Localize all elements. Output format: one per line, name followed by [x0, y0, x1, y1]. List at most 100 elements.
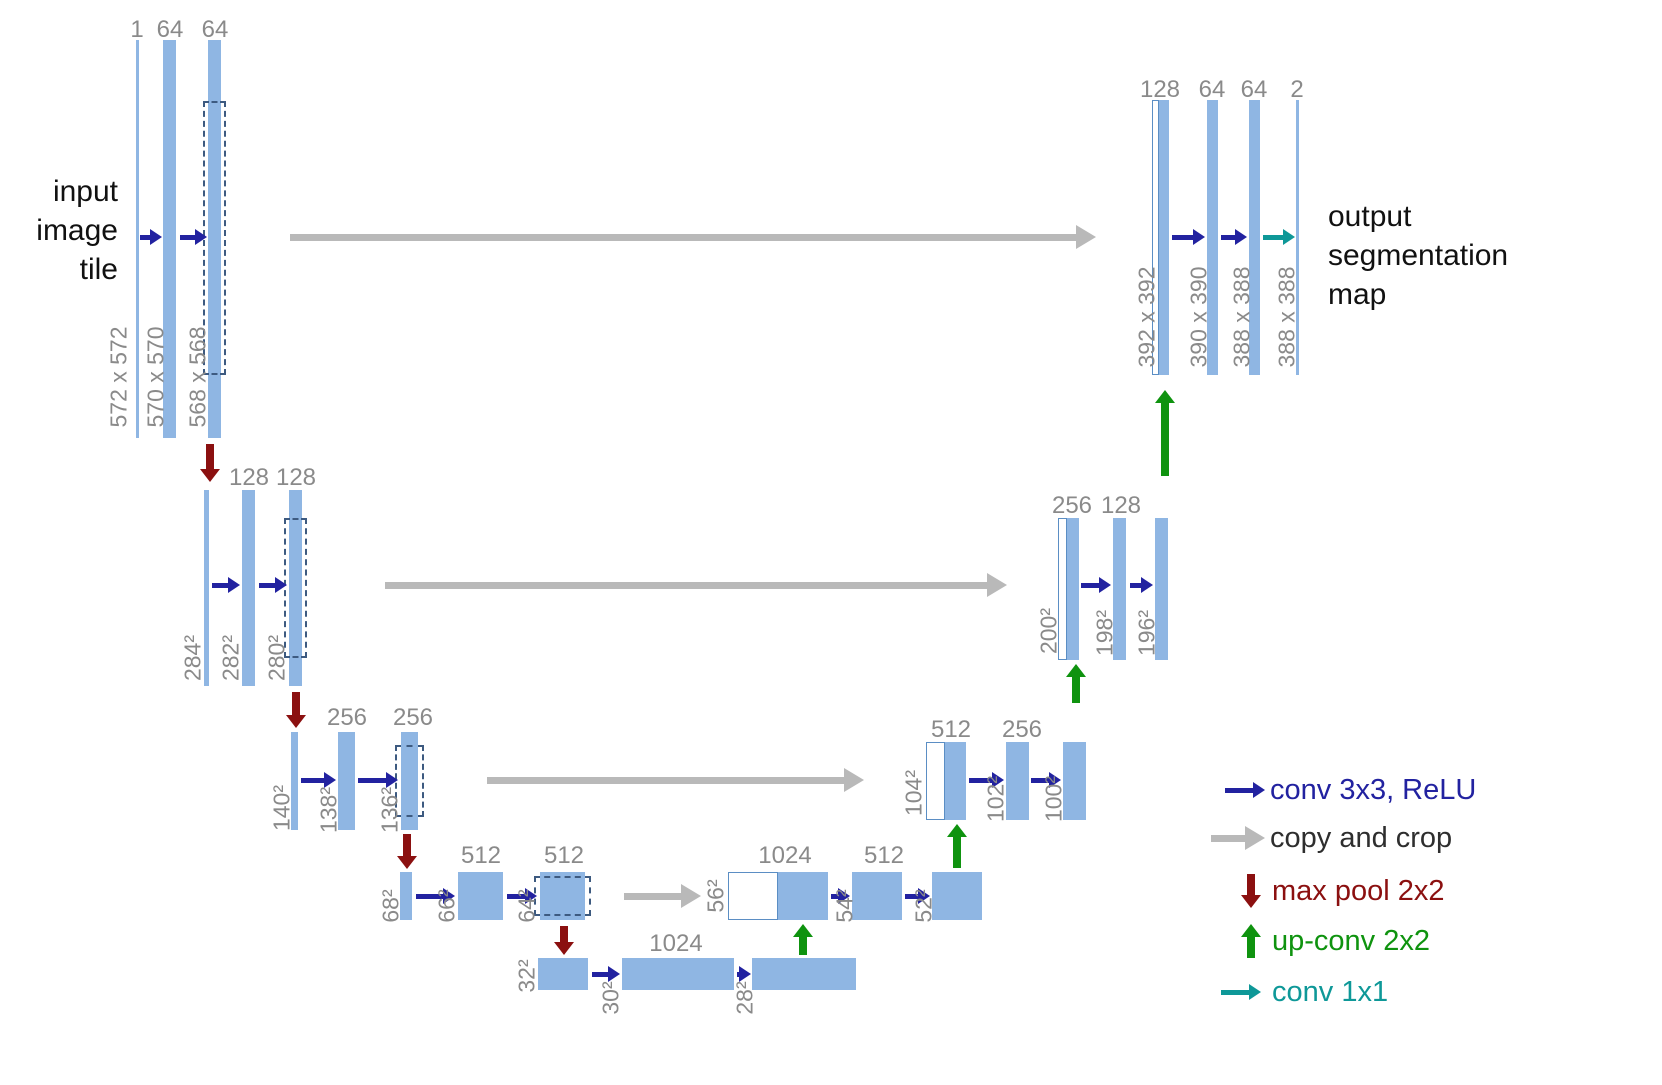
- enc2-feat1-bar: [242, 490, 255, 686]
- dec3-feat1-bar: [1006, 742, 1029, 820]
- enc3-feat2-bar: [401, 732, 418, 830]
- enc1-conv-arrow-2: [180, 229, 207, 245]
- bottom-conv-arrow-1: [592, 966, 620, 982]
- dec1-upconv-bar: [1159, 100, 1169, 375]
- dec2-feat2-bar: [1155, 518, 1168, 660]
- pool-arrow-3: [397, 834, 417, 869]
- spatial-size-label: 102²: [982, 775, 1009, 823]
- bottom-conv-arrow-2: [737, 966, 751, 982]
- copy-crop-arrow-2: [385, 573, 1007, 597]
- dec1-conv-arrow-1: [1172, 229, 1205, 245]
- legend-conv1-arrow-icon: [1221, 984, 1261, 1000]
- spatial-size-label: 32²: [513, 959, 540, 993]
- dec2-conv-arrow-2: [1130, 577, 1153, 593]
- enc4-crop-dashed-box: [534, 876, 591, 916]
- spatial-size-label: 54²: [831, 889, 858, 923]
- pool-arrow-1: [200, 444, 220, 482]
- spatial-size-label: 198²: [1091, 609, 1118, 657]
- spatial-size-label: 56²: [702, 879, 729, 913]
- legend-pool-arrow-icon: [1241, 874, 1261, 908]
- legend-label-conv: conv 3x3, ReLU: [1270, 774, 1477, 806]
- dec2-copied-bar: [1058, 518, 1067, 660]
- legend-up-arrow-icon: [1241, 924, 1261, 958]
- spatial-size-label: 104²: [900, 769, 927, 817]
- spatial-size-label: 28²: [731, 981, 758, 1015]
- upconv-arrow-2: [1066, 664, 1086, 703]
- spatial-size-label: 568 x 568: [184, 326, 211, 428]
- dec4-conv-arrow-1: [831, 888, 850, 904]
- spatial-size-label: 140²: [268, 784, 295, 832]
- output-label-line-1: output: [1328, 200, 1412, 233]
- dec3-upconv-bar: [945, 742, 966, 820]
- channel-count-label: 512: [930, 716, 972, 743]
- bottom-input-bar: [538, 958, 588, 990]
- enc1-feat1-bar: [163, 40, 176, 438]
- input-label-line-1: input: [52, 175, 118, 208]
- enc3-input-bar: [291, 732, 298, 830]
- spatial-size-label: 280²: [263, 634, 290, 682]
- channel-count-label: 256: [1051, 492, 1093, 519]
- enc4-conv-arrow-2: [507, 888, 537, 904]
- dec2-feat1-bar: [1113, 518, 1126, 660]
- dec4-copied-bar: [728, 872, 778, 920]
- spatial-size-label: 196²: [1133, 609, 1160, 657]
- enc2-conv-arrow-2: [259, 577, 287, 593]
- dec2-upconv-bar: [1067, 518, 1079, 660]
- bottom-feat1-bar: [622, 958, 734, 990]
- spatial-size-label: 52²: [910, 889, 937, 923]
- channel-count-label: 128: [1100, 492, 1142, 519]
- channel-count-label: 1024: [649, 930, 703, 957]
- dec1-feat2-bar: [1249, 100, 1260, 375]
- pool-arrow-4: [554, 926, 574, 955]
- enc1-feat2-bar: [208, 40, 221, 438]
- enc3-feat1-bar: [338, 732, 355, 830]
- enc2-input-bar: [204, 490, 209, 686]
- enc4-conv-arrow-1: [416, 888, 455, 904]
- enc2-feat2-bar: [289, 490, 302, 686]
- input-image-tile-label: input image tile: [0, 172, 118, 289]
- dec3-copied-bar: [926, 742, 945, 820]
- output-segmentation-map-label: output segmentation map: [1328, 197, 1508, 314]
- enc2-conv-arrow-1: [212, 577, 240, 593]
- channel-count-label: 256: [392, 704, 434, 731]
- upconv-arrow-4: [793, 924, 813, 955]
- legend-label-conv1: conv 1x1: [1272, 976, 1389, 1008]
- spatial-size-label: 200²: [1035, 607, 1062, 655]
- enc4-feat2-bar: [540, 872, 585, 920]
- enc3-conv-arrow-2: [358, 772, 398, 788]
- spatial-size-label: 388 x 388: [1273, 266, 1300, 368]
- output-label-line-3: map: [1328, 278, 1387, 311]
- spatial-size-label: 388 x 388: [1228, 266, 1255, 368]
- spatial-size-label: 284²: [179, 634, 206, 682]
- dec2-conv-arrow-1: [1081, 577, 1111, 593]
- channel-count-label: 512: [460, 842, 502, 869]
- spatial-size-label: 572 x 572: [105, 326, 132, 428]
- dec4-feat2-bar: [932, 872, 982, 920]
- spatial-size-label: 390 x 390: [1185, 266, 1212, 368]
- copy-crop-arrow-1: [290, 225, 1096, 249]
- dec3-conv-arrow-2: [1031, 772, 1061, 788]
- spatial-size-label: 100²: [1040, 775, 1067, 823]
- channel-count-label: 64: [1198, 76, 1226, 103]
- enc3-conv-arrow-1: [301, 772, 336, 788]
- spatial-size-label: 64²: [513, 889, 540, 923]
- copy-crop-arrow-4: [624, 884, 701, 908]
- spatial-size-label: 68²: [377, 889, 404, 923]
- dec3-feat2-bar: [1063, 742, 1086, 820]
- dec3-conv-arrow-1: [969, 772, 1004, 788]
- channel-count-label: 128: [1139, 76, 1181, 103]
- upconv-arrow-3: [947, 824, 967, 868]
- legend-label-up: up-conv 2x2: [1272, 925, 1430, 957]
- input-label-line-2: image: [36, 214, 118, 247]
- upconv-arrow-1: [1155, 390, 1175, 476]
- legend-label-copy: copy and crop: [1270, 822, 1453, 854]
- enc4-input-bar: [400, 872, 412, 920]
- channel-count-label: 512: [863, 842, 905, 869]
- enc1-input-bar: [136, 40, 139, 438]
- channel-count-label: 128: [228, 464, 270, 491]
- dec1-feat1-bar: [1207, 100, 1218, 375]
- dec1-conv-arrow-2: [1221, 229, 1247, 245]
- legend-label-pool: max pool 2x2: [1272, 875, 1445, 907]
- spatial-size-label: 138²: [315, 786, 342, 834]
- dec1-copied-bar: [1152, 100, 1159, 375]
